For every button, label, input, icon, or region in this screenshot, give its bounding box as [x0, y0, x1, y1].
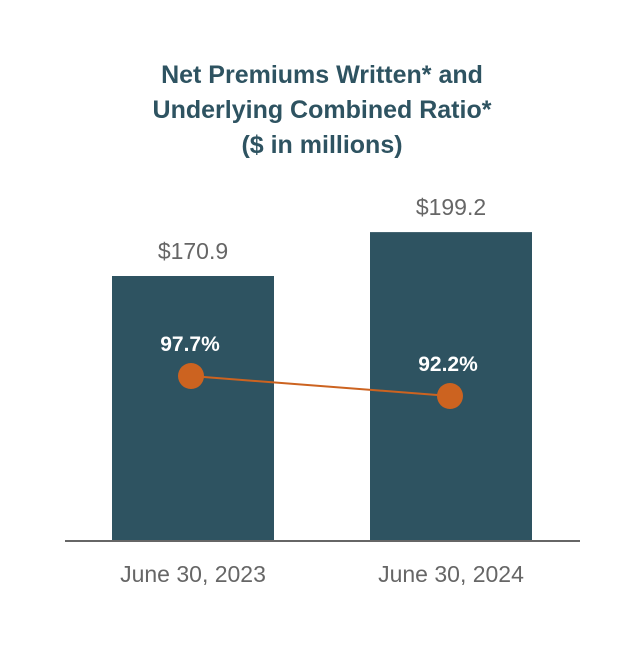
ratio-value-label-2: 92.2% — [418, 353, 478, 376]
chart-title: Net Premiums Written* and Underlying Com… — [0, 58, 644, 163]
ratio-value-label-1: 97.7% — [160, 333, 220, 356]
x-tick-label-2: June 30, 2024 — [378, 561, 524, 587]
ratio-point-2 — [437, 383, 463, 409]
bar-1 — [112, 276, 274, 541]
ratio-line-segment — [190, 375, 451, 397]
chart-title-line-3: ($ in millions) — [241, 131, 403, 159]
ratio-point-1 — [178, 363, 204, 389]
chart-title-line-2: Underlying Combined Ratio* — [152, 96, 492, 124]
bar-value-label-2: $199.2 — [416, 194, 486, 220]
bar-value-label-1: $170.9 — [158, 238, 228, 264]
x-tick-label-1: June 30, 2023 — [120, 561, 266, 587]
labels-layer: $170.9 June 30, 2023 $199.2 June 30, 2024 97… — [120, 194, 524, 587]
chart-title-line-1: Net Premiums Written* and — [161, 61, 483, 89]
ratio-line-layer — [178, 363, 463, 409]
